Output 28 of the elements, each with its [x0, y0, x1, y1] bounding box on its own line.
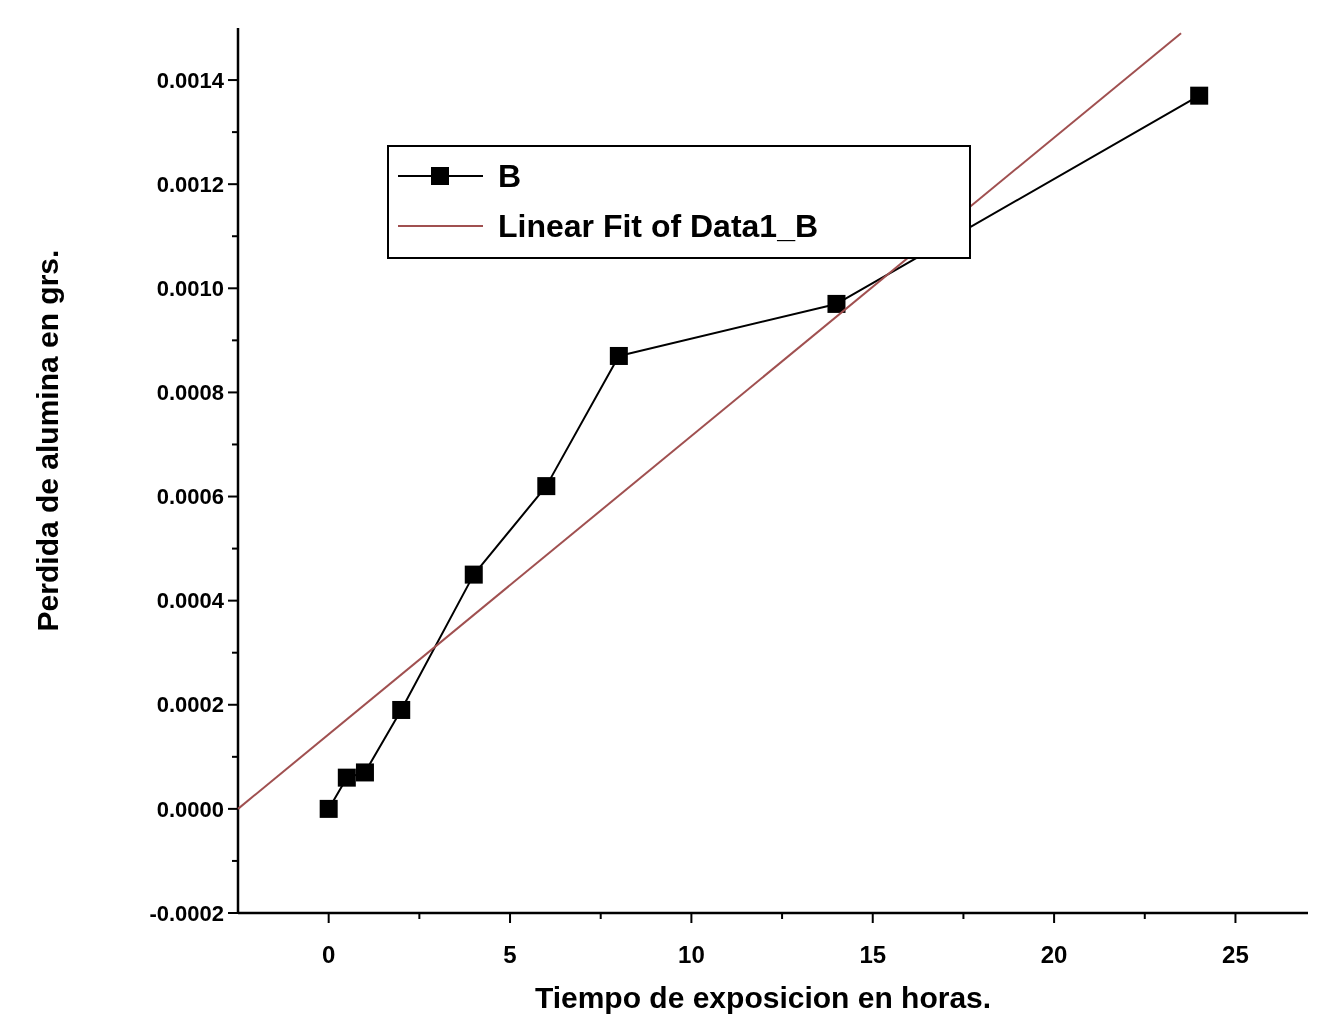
y-tick-label: 0.0012	[156, 171, 224, 197]
y-tick-label: 0.0014	[156, 67, 225, 93]
x-tick-label: 5	[503, 941, 517, 968]
legend-label: Linear Fit of Data1_B	[498, 208, 819, 245]
x-tick-label: 25	[1222, 941, 1249, 968]
point	[392, 700, 411, 719]
point	[1190, 86, 1209, 105]
point	[319, 799, 338, 818]
point	[464, 565, 483, 584]
y-tick-label: 0.0002	[156, 692, 224, 718]
y-tick-label: 0.0010	[156, 275, 224, 301]
y-tick-label: 0.0006	[156, 484, 224, 510]
y-tick-label: 0.0004	[156, 588, 225, 614]
point	[337, 768, 356, 787]
x-tick-label: 15	[859, 941, 887, 968]
x-tick-label: 0	[322, 941, 336, 968]
x-axis-title: Tiempo de exposicion en horas.	[534, 981, 992, 1014]
point	[827, 294, 846, 313]
point	[355, 763, 374, 782]
x-tick-label: 10	[678, 941, 705, 968]
point	[609, 346, 628, 365]
x-tick-label: 20	[1040, 941, 1068, 968]
y-tick-label: 0.0008	[156, 380, 224, 406]
y-tick-label: 0.0000	[156, 796, 224, 822]
point	[537, 477, 556, 496]
y-axis-title: Perdida de alumina en grs.	[31, 249, 64, 632]
legend-label: B	[498, 158, 522, 195]
y-tick-label: -0.0002	[149, 900, 224, 926]
